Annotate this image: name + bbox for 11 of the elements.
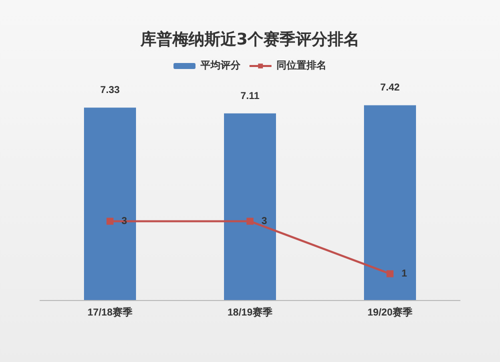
legend-label: 平均评分 — [200, 60, 242, 72]
x-tick-label: 19/20赛季 — [367, 306, 414, 318]
data-label: 3 — [262, 216, 268, 227]
x-tick-label: 17/18赛季 — [87, 306, 134, 318]
data-label: 7.42 — [380, 82, 400, 94]
data-label: 7.11 — [240, 90, 260, 102]
chart-title: 库普梅纳斯近3个赛季评分排名 — [139, 30, 360, 48]
data-label: 1 — [402, 268, 408, 280]
legend-label: 同位置排名 — [276, 60, 326, 72]
x-tick-label: 18/19赛季 — [227, 306, 274, 318]
data-label: 7.33 — [100, 85, 120, 96]
